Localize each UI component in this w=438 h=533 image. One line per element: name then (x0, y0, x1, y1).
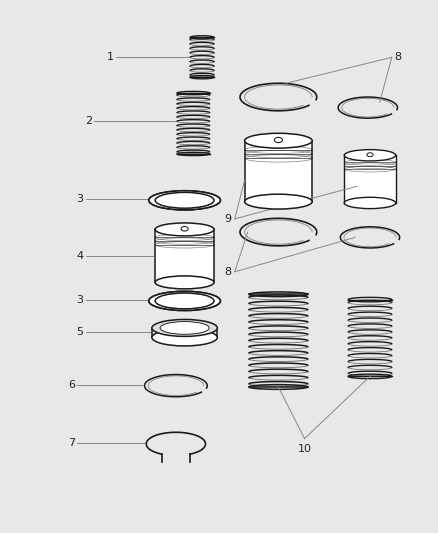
Text: 8: 8 (224, 267, 231, 277)
Text: 7: 7 (67, 439, 75, 448)
Ellipse shape (244, 133, 311, 148)
Ellipse shape (155, 192, 213, 208)
Ellipse shape (152, 329, 217, 346)
Text: 3: 3 (77, 295, 84, 305)
Text: 6: 6 (68, 380, 75, 390)
Text: 9: 9 (224, 214, 231, 224)
Ellipse shape (244, 194, 311, 209)
Ellipse shape (152, 319, 217, 336)
Ellipse shape (155, 276, 214, 289)
Text: 8: 8 (393, 52, 400, 62)
Bar (343, 155, 395, 203)
Text: 4: 4 (76, 251, 84, 261)
Text: 10: 10 (297, 443, 311, 454)
Ellipse shape (148, 292, 220, 310)
Ellipse shape (366, 153, 372, 157)
Ellipse shape (160, 321, 208, 334)
Ellipse shape (155, 192, 213, 208)
Ellipse shape (155, 293, 213, 309)
Bar (244, 141, 311, 201)
Ellipse shape (155, 293, 213, 309)
Ellipse shape (148, 191, 220, 210)
Text: 2: 2 (85, 116, 92, 126)
Text: 5: 5 (77, 327, 84, 337)
Ellipse shape (343, 197, 395, 208)
Bar (155, 229, 214, 282)
Ellipse shape (343, 150, 395, 161)
Ellipse shape (148, 292, 220, 310)
Text: 1: 1 (107, 52, 114, 62)
Ellipse shape (155, 223, 214, 236)
Ellipse shape (148, 191, 220, 210)
Ellipse shape (274, 138, 282, 142)
Text: 3: 3 (77, 194, 84, 204)
Ellipse shape (180, 227, 188, 231)
